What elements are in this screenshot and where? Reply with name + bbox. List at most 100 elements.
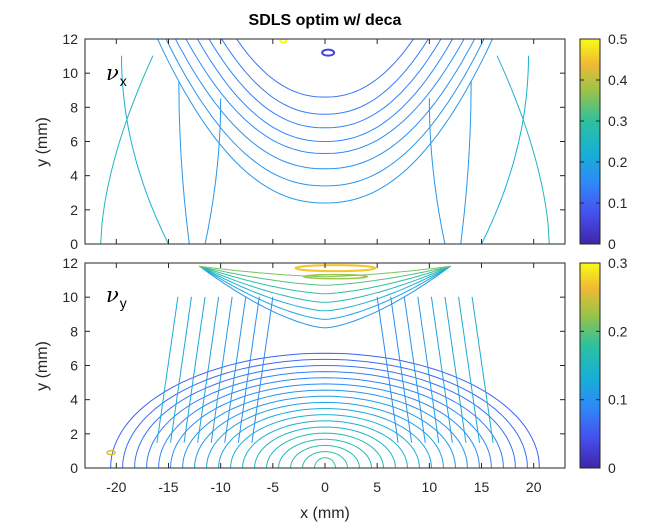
panel-label-top: νx [106,61,127,89]
contour-line [158,377,492,468]
x-tick-label: -20 [106,479,126,495]
contour-line [237,296,260,443]
colorbar-tick-label: 0.1 [608,195,628,211]
colorbar-tick-label: 0.1 [608,392,628,408]
x-tick-label: 20 [526,479,542,495]
x-ticks-bottom: -20 -15 -10 -5 0 5 10 15 20 [106,263,542,495]
x-axis-label: x (mm) [300,505,350,522]
y-tick-label: 0 [70,460,78,476]
colorbar-tick-label: 0 [608,236,616,252]
contour-line [302,451,348,468]
panel-symbol-bottom: ν [106,283,119,307]
contour-line [182,389,468,468]
contour-line [199,265,451,303]
contour-line [430,296,453,443]
contour-blob [106,449,116,456]
contour-line [199,265,451,320]
contour-blob [294,264,377,273]
contour-line [403,296,426,443]
colorbar-tick-label: 0.5 [608,31,628,47]
x-tick-label: -10 [211,479,231,495]
colorbar-tick-label: 0 [608,460,616,476]
contour-line [185,39,465,155]
contour-line [278,438,372,468]
contour-blob [321,48,336,57]
contour-lines-top [100,39,550,244]
y-tick-label: 12 [62,31,78,47]
contour-line [376,296,399,443]
contour-line [199,265,451,295]
x-tick-label: -5 [267,479,280,495]
panel-symbol-top: ν [106,61,119,85]
contour-blob [279,39,288,44]
contour-line [210,296,233,443]
contour-line [174,39,476,170]
contour-line [170,296,192,443]
y-tick-label: 12 [62,255,78,271]
contour-line [458,296,480,443]
colorbar-tick-label: 0.3 [608,113,628,129]
contour-line [122,358,528,468]
contour-line [199,265,451,329]
panel-subscript-top: x [120,73,127,89]
contour-line [197,296,220,443]
contour-line [134,364,516,468]
contour-line [251,296,274,443]
contour-line [314,457,336,468]
contour-line [206,401,444,468]
y-tick-label: 2 [70,202,78,218]
x-tick-label: 5 [373,479,381,495]
contour-line [157,39,493,204]
contour-line [390,296,413,443]
contour-line [110,352,540,468]
y-tick-label: 10 [62,65,78,81]
x-tickmarks-top [115,39,535,244]
contour-line [218,408,432,468]
contour-lines-bottom [106,264,540,468]
contour-line [196,39,454,143]
contour-line [156,296,179,443]
contour-line [194,395,456,468]
contour-line [471,296,494,443]
panel-label-bottom: νy [106,283,127,311]
y-tick-label: 6 [70,134,78,150]
contour-line [496,55,550,244]
panel-nu-x: 0 2 4 6 8 10 12 y (mm) νx 0 0.1 0.2 0.3 0.4 0.5 [34,31,628,252]
y-tick-label: 4 [70,392,78,408]
contour-line [266,432,384,468]
contour-line [170,383,480,468]
contour-line [165,39,485,187]
y-ticks-top: 0 2 4 6 8 10 12 [62,31,565,252]
contour-line [290,444,360,468]
contour-line [254,426,396,468]
contour-blob [302,273,369,280]
colorbar-ticks-top: 0 0.1 0.2 0.3 0.4 0.5 [580,31,628,252]
x-tick-label: 10 [422,479,438,495]
y-tick-label: 0 [70,236,78,252]
contour-line [428,98,446,244]
colorbar-top [579,38,601,245]
colorbar-tick-label: 0.4 [608,72,628,88]
contour-line [178,81,190,244]
contour-line [121,55,169,244]
colorbar-tick-label: 0.2 [608,154,628,170]
contour-line [242,420,408,468]
contour-line [460,81,472,244]
contour-line [199,265,451,286]
panel-subscript-bottom: y [120,295,127,311]
contour-line [146,371,504,468]
contour-line [235,39,415,98]
contour-line [199,265,451,312]
y-ticks-bottom: 0 2 4 6 8 10 12 [62,255,565,476]
contour-line [221,39,429,115]
y-tick-label: 6 [70,358,78,374]
y-axis-label-bottom: y (mm) [34,341,51,391]
contour-line [444,296,467,443]
y-tick-label: 2 [70,426,78,442]
y-tick-label: 8 [70,99,78,115]
chart-title: SDLS optim w/ deca [249,12,402,29]
y-tick-label: 10 [62,289,78,305]
y-axis-label-top: y (mm) [34,117,51,167]
contour-line [417,296,440,443]
